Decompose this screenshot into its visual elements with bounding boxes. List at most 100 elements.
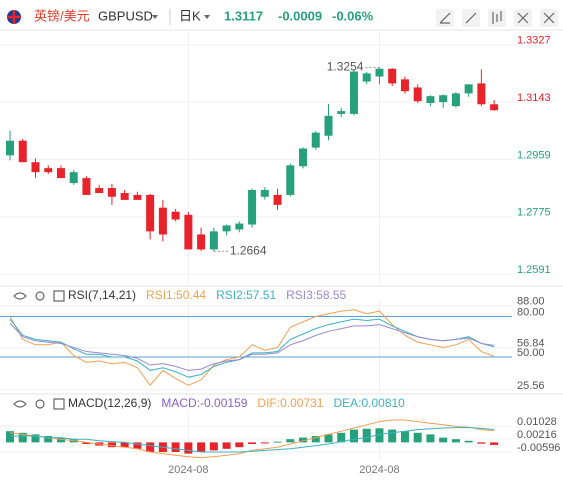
candle-body <box>146 194 155 232</box>
macd-bar <box>31 434 40 443</box>
settings-icon[interactable] <box>35 399 45 409</box>
macd-bar <box>337 432 346 443</box>
macd-bar <box>286 439 295 443</box>
y-tick-label: 25.56 <box>517 380 545 392</box>
candle-body <box>82 178 91 195</box>
y-tick-label: -0.00596 <box>517 442 560 454</box>
candle-body <box>273 194 282 205</box>
macd-bar <box>120 442 129 448</box>
macd-bar <box>56 437 65 443</box>
candle-body <box>107 188 116 197</box>
macd-bar <box>197 442 206 452</box>
candle-body <box>197 234 206 250</box>
expand-icon[interactable] <box>53 398 65 410</box>
macd-bar <box>311 436 320 443</box>
candle-body <box>451 93 460 107</box>
flag-icon <box>7 10 21 24</box>
settings-icon[interactable] <box>35 291 45 301</box>
period[interactable]: 日K <box>179 8 201 23</box>
macd-bar <box>477 442 486 444</box>
candle-body <box>69 172 78 184</box>
macd-bar <box>375 428 384 443</box>
macd-bar <box>426 434 435 443</box>
macd-bar <box>400 431 409 443</box>
candle-body <box>426 96 435 104</box>
candle-body <box>158 207 167 235</box>
candle-body <box>375 68 384 77</box>
macd-bar <box>222 442 231 449</box>
candle-body <box>464 84 473 94</box>
candle-body <box>311 132 320 148</box>
macd-bar <box>439 437 448 443</box>
macd-bar <box>209 442 218 451</box>
rsi-tools <box>13 290 65 302</box>
macd-bar <box>273 441 282 443</box>
toolbar: 英镑/美元 GBPUSD 日K 1.3117 -0.0009 -0.06% <box>7 8 558 27</box>
macd-bar <box>324 434 333 443</box>
expand-icon[interactable] <box>53 290 65 302</box>
y-tick-label: 0.01028 <box>517 416 557 428</box>
legend-entry: RSI2:57.51 <box>216 288 276 302</box>
candle-body <box>18 140 27 163</box>
price: 1.3117 <box>224 8 263 23</box>
candle-body <box>413 87 422 102</box>
macd-bar <box>171 442 180 452</box>
indicator-title: MACD(12,26,9) <box>68 396 151 410</box>
candle-body <box>439 95 448 103</box>
macd-bar <box>146 442 155 452</box>
candle-body <box>31 162 40 173</box>
legend-entry: MACD:-0.00159 <box>161 396 247 410</box>
series-line <box>9 309 495 387</box>
candle-body <box>260 189 269 197</box>
change-pct: -0.06% <box>332 8 374 23</box>
y-tick-label: 1.3327 <box>517 35 551 47</box>
candle-body <box>477 83 486 105</box>
eye-icon[interactable] <box>13 292 27 300</box>
series-line <box>9 419 495 459</box>
macd-tools <box>13 398 65 410</box>
symbol[interactable]: GBPUSD <box>98 8 153 23</box>
y-tick-label: 1.2959 <box>517 149 551 161</box>
candle-body <box>362 73 371 82</box>
indicator-tool[interactable] <box>492 11 502 24</box>
y-tick-label: 1.2775 <box>517 207 551 219</box>
dropdown-icon[interactable] <box>152 15 158 19</box>
pen-tool[interactable] <box>465 12 477 24</box>
macd-bar <box>413 432 422 443</box>
fullscreen[interactable] <box>517 12 529 24</box>
y-tick-label: 50.00 <box>517 347 545 359</box>
macd-bar <box>107 442 116 448</box>
candle-body <box>324 115 333 136</box>
series-line <box>10 427 495 453</box>
macd-bar <box>248 442 257 444</box>
candle-body <box>95 188 104 194</box>
y-tick-label: 1.2591 <box>517 264 551 276</box>
close[interactable] <box>543 12 555 24</box>
eye-icon[interactable] <box>13 400 27 408</box>
legend-entry: DIF:0.00731 <box>257 396 323 410</box>
y-tick-label: 80.00 <box>517 306 545 318</box>
candle-body <box>184 214 193 250</box>
candle-body <box>490 104 499 111</box>
y-tick-label: 56.84 <box>517 338 545 350</box>
candle-body <box>400 79 409 92</box>
annotation: 1.3254 <box>327 60 364 74</box>
x-tick-label: 2024-08 <box>359 464 399 476</box>
candle-body <box>299 148 308 167</box>
y-tick-label: 1.3143 <box>517 92 551 104</box>
draw-tool[interactable] <box>439 12 451 24</box>
macd-bar <box>133 442 142 449</box>
series-line <box>9 322 495 371</box>
dropdown-icon[interactable] <box>204 15 210 19</box>
pair-name[interactable]: 英镑/美元 <box>34 8 90 23</box>
macd-bar <box>18 432 27 443</box>
macd-bar <box>299 437 308 443</box>
macd-bar <box>464 440 473 443</box>
macd-bar <box>451 439 460 443</box>
legend-entry: RSI3:58.55 <box>286 288 346 302</box>
candle-body <box>222 225 231 232</box>
candle-body <box>209 231 218 250</box>
macd-bar <box>260 442 269 444</box>
candle-body <box>120 193 129 200</box>
macd-bar <box>184 442 193 454</box>
